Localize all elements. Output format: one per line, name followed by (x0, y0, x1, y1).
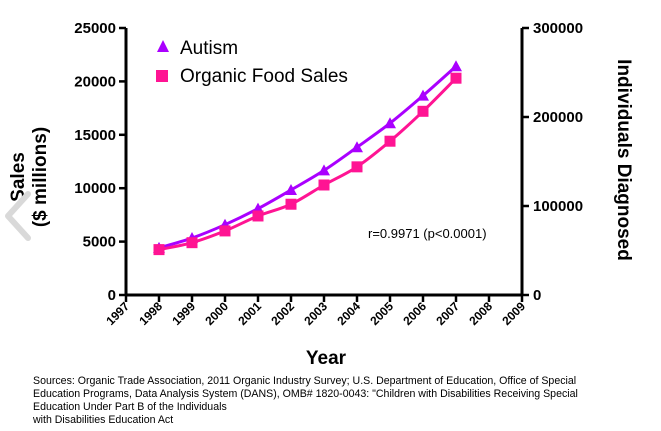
left-axis-title-line2: ($ millions) (30, 127, 51, 227)
x-axis-title: Year (306, 348, 347, 369)
sources-line: Education Programs, Data Analysis System… (33, 388, 578, 400)
x-tick-label: 1999 (169, 299, 198, 328)
autism-point (417, 89, 429, 101)
sources-note: Sources: Organic Trade Association, 2011… (33, 375, 658, 427)
left-tick-label: 20000 (74, 73, 116, 90)
organic-food-sales-point (252, 210, 264, 222)
autism-point (351, 141, 363, 153)
organic-food-sales-point (351, 161, 363, 173)
x-tick-label: 2009 (499, 299, 528, 328)
legend-autism-marker (157, 40, 169, 52)
series-layer (153, 60, 462, 256)
x-tick-label: 2002 (268, 299, 297, 328)
organic-food-sales-line (158, 77, 458, 252)
legend: Autism Organic Food Sales (156, 38, 348, 87)
left-tick-label: 0 (108, 287, 116, 304)
organic-food-sales-point (285, 198, 297, 210)
autism-point (285, 183, 297, 195)
organic-food-sales-point (450, 72, 462, 84)
x-tick-label: 2005 (367, 299, 396, 328)
organic-food-sales-point (384, 135, 396, 147)
chart: 0 5000 10000 15000 20000 25000 0 100000 200000 30… (8, 20, 634, 369)
organic-food-sales-point (318, 179, 330, 191)
x-tick-label: 1998 (136, 299, 165, 328)
left-tick-label: 10000 (74, 180, 116, 197)
autism-point (384, 117, 396, 129)
organic-food-sales-point (417, 105, 429, 117)
x-tick-label: 2000 (202, 299, 231, 328)
legend-autism-label: Autism (180, 38, 238, 59)
right-tick-label: 0 (533, 287, 541, 304)
legend-organic-marker (156, 70, 168, 82)
x-tick-label: 2001 (235, 299, 264, 328)
x-tick-label: 2007 (433, 299, 462, 328)
right-axis-title: Individuals Diagnosed (613, 59, 634, 261)
sources-line: Education Under Part B of the Individual… (33, 401, 227, 413)
x-tick-label: 2004 (334, 299, 363, 328)
organic-food-sales-point (219, 225, 231, 237)
right-tick-label: 100000 (533, 198, 583, 215)
chevron-left-icon[interactable] (0, 188, 34, 244)
left-tick-label: 5000 (83, 234, 116, 251)
correlation-annotation: r=0.9971 (p<0.0001) (368, 226, 487, 241)
sources-line: with Disabilities Education Act (33, 414, 174, 426)
autism-line (158, 65, 457, 250)
right-tick-label: 200000 (533, 109, 583, 126)
autism-point (450, 60, 462, 72)
right-tick-label: 300000 (533, 20, 583, 37)
left-tick-label: 25000 (74, 20, 116, 37)
x-tick-label: 2003 (301, 299, 330, 328)
organic-food-sales-point (186, 237, 198, 249)
organic-food-sales-point (153, 244, 165, 256)
x-tick-label: 2008 (466, 299, 495, 328)
sources-line: Sources: Organic Trade Association, 2011… (33, 375, 577, 387)
left-axis-title-line1: Sales (8, 152, 29, 202)
x-tick-label: 2006 (400, 299, 429, 328)
legend-organic-label: Organic Food Sales (180, 66, 348, 87)
autism-point (318, 164, 330, 176)
left-tick-label: 15000 (74, 127, 116, 144)
